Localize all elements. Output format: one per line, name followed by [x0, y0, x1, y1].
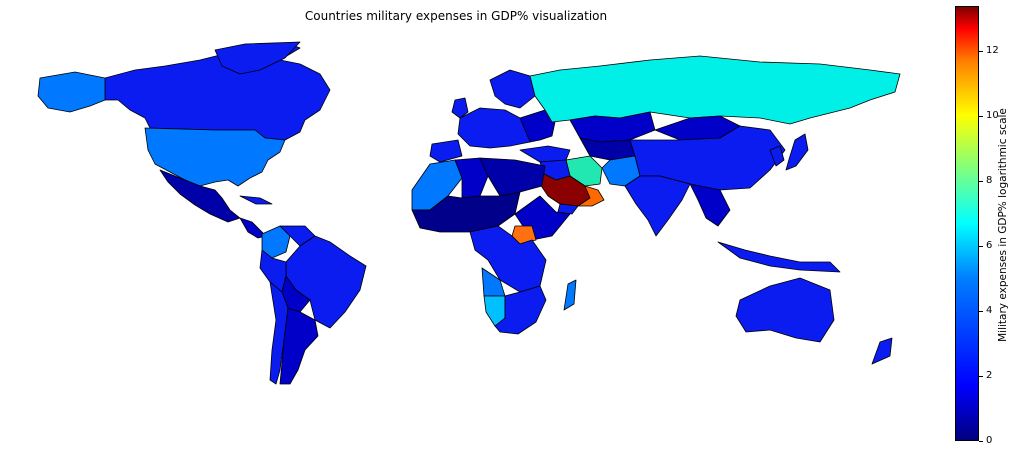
world-map: [37, 41, 901, 385]
country-scandinavia: [489, 69, 536, 109]
chart-title: Countries military expenses in GDP% visu…: [304, 9, 608, 23]
country-canada: [104, 43, 331, 141]
country-russia: [529, 55, 901, 125]
colorbar-label: Military expenses in GDP% logarithmic sc…: [997, 108, 1009, 342]
country-uk: [451, 97, 469, 119]
country-oman: [577, 185, 605, 207]
colorbar-tick-6: 6: [986, 240, 993, 251]
country-yemen: [557, 203, 579, 215]
country-chile: [269, 281, 289, 385]
country-madagascar: [563, 279, 577, 311]
colorbar: [955, 6, 979, 441]
colorbar-tick-2: 2: [986, 370, 993, 381]
country-india: [624, 175, 691, 237]
country-greenland: [214, 41, 301, 75]
country-new-zealand: [871, 337, 893, 365]
country-argentina: [279, 307, 319, 385]
country-indonesia: [717, 241, 841, 273]
country-iberia: [429, 139, 463, 163]
colorbar-tick-12: 12: [986, 45, 999, 56]
country-libya-egypt: [479, 157, 546, 197]
country-southeast-asia: [689, 183, 731, 227]
country-japan: [785, 133, 809, 171]
country-korea: [769, 145, 785, 167]
country-cuba: [239, 195, 273, 205]
colorbar-tick-10: 10: [986, 110, 999, 121]
country-alaska: [37, 71, 106, 113]
colorbar-tick-4: 4: [986, 305, 993, 316]
country-turkey: [519, 145, 571, 163]
country-sahel: [411, 191, 521, 233]
country-central-africa: [469, 225, 547, 293]
colorbar-tick-0: 0: [986, 435, 993, 446]
country-southern-africa: [494, 285, 547, 335]
country-usa: [144, 127, 286, 187]
colorbar-tick-8: 8: [986, 175, 993, 186]
country-australia: [735, 277, 835, 343]
